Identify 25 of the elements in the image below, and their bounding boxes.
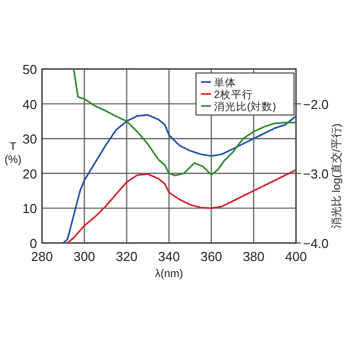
x-tick-label: 300 <box>73 249 96 264</box>
y-tick-label: 50 <box>22 62 37 77</box>
legend-label: 2枚平行 <box>214 89 253 101</box>
line-series <box>72 68 297 176</box>
line-series <box>66 169 297 244</box>
x-tick-label: 380 <box>242 249 265 264</box>
y-tick-label: 0 <box>30 236 37 251</box>
x-tick-label: 280 <box>31 249 53 264</box>
x-tick-label: 320 <box>116 249 138 264</box>
legend-label: 単体 <box>214 77 236 89</box>
line-series <box>62 114 297 244</box>
y2-tick-label: −3.0 <box>303 166 329 182</box>
y-tick-label: 30 <box>22 132 37 147</box>
y-axis-title: T (%) <box>4 141 22 166</box>
y2-axis-title: 消光比 log(直交/平行) <box>330 123 343 229</box>
y2-tick-label: −2.0 <box>303 96 329 112</box>
x-tick-label: 400 <box>285 249 307 264</box>
y-tick-label: 40 <box>22 96 37 112</box>
y2-tick-label: −4.0 <box>303 236 329 251</box>
y-tick-label: 20 <box>22 166 37 182</box>
x-tick-label: 360 <box>200 249 222 264</box>
x-axis-title: λ(nm) <box>154 268 184 280</box>
y-tick-label: 10 <box>22 201 37 216</box>
legend-label: 消光比(対数) <box>214 100 276 113</box>
x-tick-label: 340 <box>158 249 180 264</box>
